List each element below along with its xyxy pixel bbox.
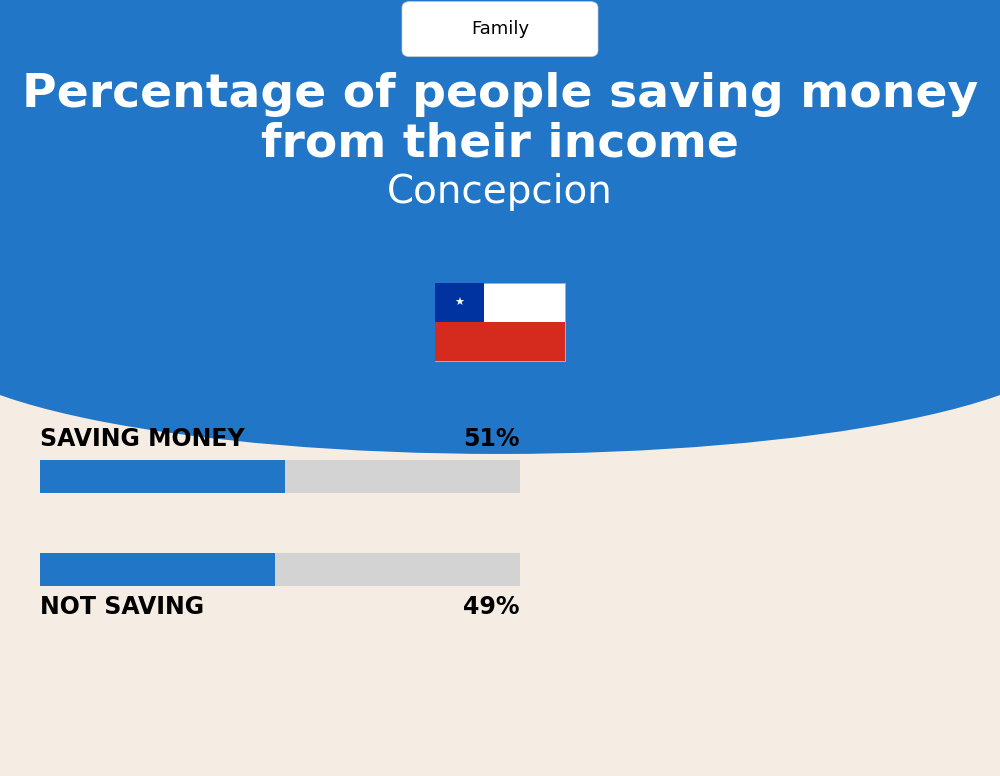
Text: from their income: from their income — [261, 121, 739, 166]
Bar — [0, 0, 1000, 326]
Ellipse shape — [0, 221, 1000, 454]
Text: NOT SAVING: NOT SAVING — [40, 595, 204, 619]
Text: Concepcion: Concepcion — [387, 174, 613, 211]
Text: Family: Family — [471, 20, 529, 38]
Text: Percentage of people saving money: Percentage of people saving money — [22, 72, 978, 117]
Bar — [435, 283, 484, 322]
Bar — [435, 283, 565, 361]
Bar — [40, 553, 275, 586]
Text: 51%: 51% — [464, 427, 520, 451]
FancyBboxPatch shape — [402, 2, 598, 57]
Bar — [40, 553, 520, 586]
Bar — [40, 460, 285, 493]
Text: ★: ★ — [455, 298, 465, 307]
Bar — [435, 322, 565, 361]
Text: SAVING MONEY: SAVING MONEY — [40, 427, 245, 451]
Bar — [40, 460, 520, 493]
Text: 49%: 49% — [464, 595, 520, 619]
